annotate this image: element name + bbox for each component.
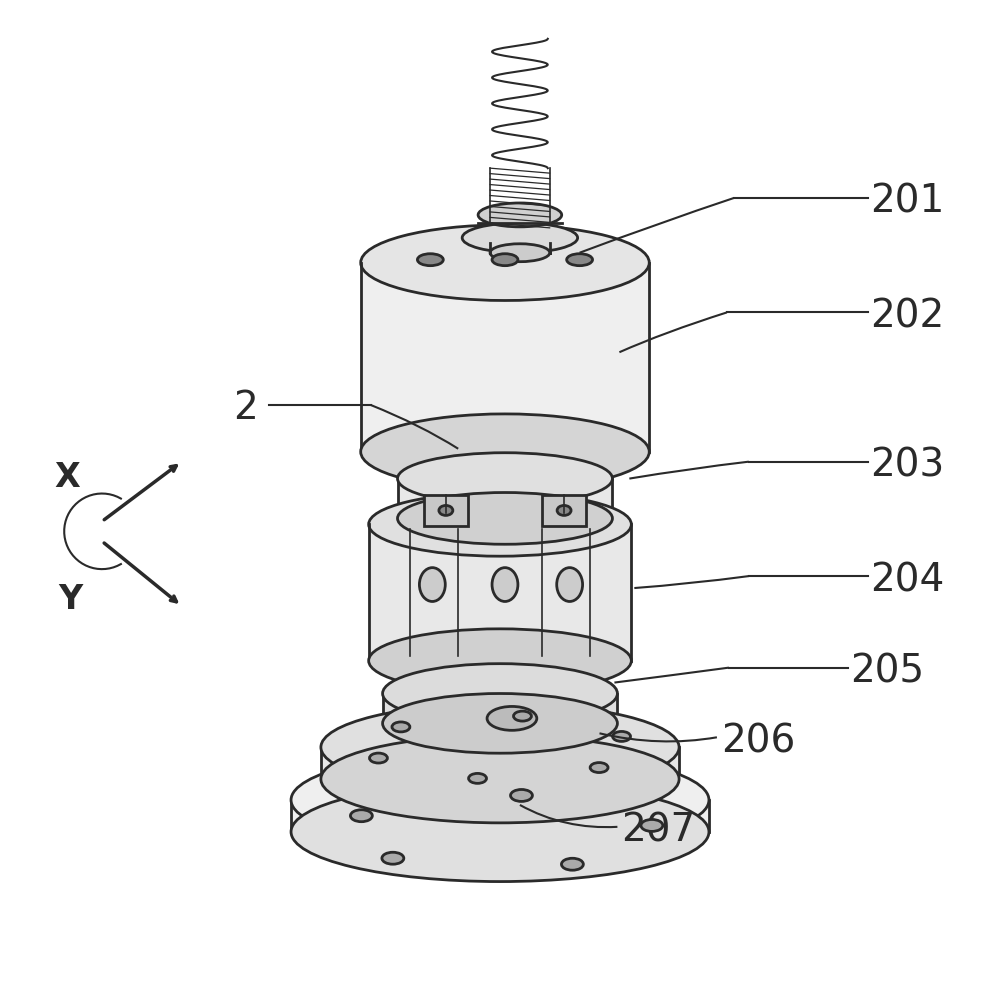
Text: 203: 203 <box>870 446 944 484</box>
Bar <box>424 495 468 527</box>
Ellipse shape <box>561 859 583 871</box>
Text: 204: 204 <box>870 561 944 598</box>
Ellipse shape <box>291 750 709 850</box>
Ellipse shape <box>398 453 612 505</box>
Ellipse shape <box>383 694 617 753</box>
Ellipse shape <box>613 732 631 742</box>
Ellipse shape <box>382 853 404 865</box>
Ellipse shape <box>641 820 663 832</box>
Ellipse shape <box>321 736 679 823</box>
Ellipse shape <box>419 569 445 602</box>
Ellipse shape <box>469 773 486 783</box>
Text: 206: 206 <box>721 722 795 759</box>
Text: 2: 2 <box>233 389 258 426</box>
Ellipse shape <box>590 762 608 772</box>
Ellipse shape <box>511 789 532 801</box>
Ellipse shape <box>321 704 679 791</box>
Bar <box>542 495 586 527</box>
Ellipse shape <box>398 493 612 545</box>
Ellipse shape <box>392 723 410 733</box>
Ellipse shape <box>492 254 518 266</box>
Ellipse shape <box>369 493 631 557</box>
Polygon shape <box>321 747 679 779</box>
Ellipse shape <box>350 810 372 822</box>
Ellipse shape <box>369 629 631 693</box>
Ellipse shape <box>417 254 443 266</box>
Ellipse shape <box>291 782 709 882</box>
Text: 202: 202 <box>870 297 944 335</box>
Ellipse shape <box>478 204 562 228</box>
Polygon shape <box>383 694 617 724</box>
Polygon shape <box>361 263 649 452</box>
Ellipse shape <box>492 569 518 602</box>
Text: Y: Y <box>58 582 82 616</box>
Ellipse shape <box>514 712 531 722</box>
Text: 205: 205 <box>850 652 924 690</box>
Ellipse shape <box>462 224 578 253</box>
Ellipse shape <box>383 664 617 724</box>
Polygon shape <box>369 525 631 661</box>
Polygon shape <box>291 800 709 832</box>
Ellipse shape <box>487 707 537 731</box>
Ellipse shape <box>557 506 571 516</box>
Ellipse shape <box>369 753 387 763</box>
Text: 207: 207 <box>621 811 696 849</box>
Ellipse shape <box>361 414 649 490</box>
Text: 201: 201 <box>870 183 945 221</box>
Ellipse shape <box>490 245 550 262</box>
Ellipse shape <box>361 226 649 301</box>
Ellipse shape <box>439 506 453 516</box>
Ellipse shape <box>567 254 593 266</box>
Polygon shape <box>398 479 612 519</box>
Ellipse shape <box>557 569 583 602</box>
Text: X: X <box>54 460 80 494</box>
Bar <box>490 224 550 253</box>
